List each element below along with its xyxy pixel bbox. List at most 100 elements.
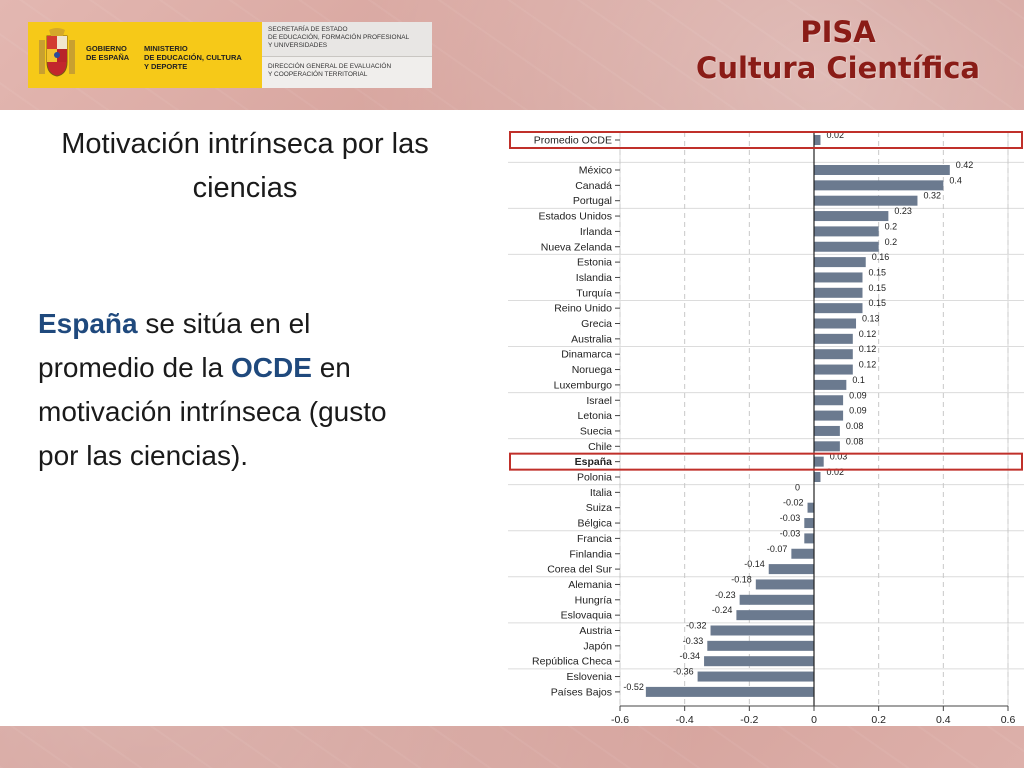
value-label: -0.07 [767, 544, 788, 554]
x-tick-label: -0.6 [611, 714, 629, 726]
category-label: Turquía [576, 287, 612, 299]
bar-10 [814, 303, 863, 314]
secretaria-panel: SECRETARÍA DE ESTADO DE EDUCACIÓN, FORMA… [262, 22, 432, 88]
pisa-title: PISA Cultura Científica [696, 14, 980, 86]
category-label: Finlandia [569, 548, 612, 560]
pisa-title-line1: PISA [800, 15, 876, 49]
category-label: Eslovenia [566, 671, 612, 683]
value-label: 0.08 [846, 421, 864, 431]
value-label: 0.15 [869, 267, 887, 277]
value-label: 0.02 [826, 130, 844, 140]
bar-33 [704, 656, 814, 667]
value-label: -0.03 [780, 528, 801, 538]
bar-13 [814, 349, 853, 360]
value-label: 0.42 [956, 160, 974, 170]
x-tick-label: -0.4 [676, 714, 694, 726]
slide-content: Motivación intrínseca por las ciencias E… [0, 110, 1024, 726]
ocde-emphasis: OCDE [231, 352, 312, 383]
bar-8 [814, 272, 863, 283]
bar-34 [697, 671, 814, 682]
value-label: 0.09 [849, 390, 867, 400]
value-label: 0.15 [869, 298, 887, 308]
category-label: Estados Unidos [538, 211, 612, 223]
x-tick-label: 0 [811, 714, 817, 726]
category-label: Polonia [577, 472, 612, 484]
value-label: 0.1 [852, 375, 865, 385]
bar-26 [791, 548, 814, 559]
bar-9 [814, 287, 863, 298]
value-label: -0.02 [783, 498, 804, 508]
value-label: 0.09 [849, 406, 867, 416]
espana-emphasis: España [38, 308, 138, 339]
ministerio-text: MINISTERIO DE EDUCACIÓN, CULTURA Y DEPOR… [144, 44, 242, 71]
bar-chart: Promedio OCDE México Canadá Portugal Estados… [508, 122, 1024, 726]
value-label: 0.23 [894, 206, 912, 216]
value-label: 0.2 [885, 237, 898, 247]
category-label: Italia [590, 487, 612, 499]
x-tick-label: -0.2 [740, 714, 758, 726]
category-label: República Checa [532, 656, 612, 668]
gobierno-text: GOBIERNO DE ESPAÑA [86, 44, 130, 62]
value-label: 0.32 [923, 191, 941, 201]
value-label: 0 [795, 482, 800, 492]
category-label: Letonia [578, 410, 613, 422]
bar-3 [814, 195, 918, 206]
bar-7 [814, 257, 866, 268]
bar-23 [807, 502, 814, 513]
category-label: Suiza [586, 502, 612, 514]
category-label: Islandia [576, 272, 612, 284]
coat-of-arms-icon [28, 22, 86, 88]
value-label: -0.23 [715, 590, 736, 600]
category-label: Reino Unido [554, 303, 612, 315]
category-label: Hungría [575, 594, 613, 606]
category-label: Japón [583, 640, 612, 652]
bar-31 [710, 625, 814, 636]
bar-0 [814, 135, 821, 145]
bar-4 [814, 211, 889, 222]
bar-14 [814, 364, 853, 375]
value-label: 0.4 [949, 175, 962, 185]
category-label: Canadá [575, 180, 612, 192]
value-label: -0.24 [712, 605, 733, 615]
category-label: Países Bajos [551, 686, 612, 698]
category-label: Corea del Sur [547, 564, 612, 576]
bar-5 [814, 226, 879, 237]
bar-24 [804, 518, 814, 529]
value-label: 0.2 [885, 221, 898, 231]
bar-27 [768, 564, 814, 575]
bar-12 [814, 333, 853, 344]
highlight-box [509, 131, 1023, 149]
category-label: Grecia [581, 318, 612, 330]
category-label: Noruega [572, 364, 612, 376]
bar-28 [755, 579, 814, 590]
value-label: 0.02 [826, 467, 844, 477]
category-label: Portugal [573, 195, 612, 207]
value-label: 0.13 [862, 314, 880, 324]
bar-21 [814, 472, 821, 482]
bar-19 [814, 441, 840, 452]
value-label: 0.15 [869, 283, 887, 293]
bar-20 [814, 456, 824, 467]
ministry-logo: GOBIERNO DE ESPAÑA MINISTERIO DE EDUCACI… [28, 22, 432, 88]
category-label: Chile [588, 441, 612, 453]
slide-heading: Motivación intrínseca por las ciencias [61, 128, 429, 204]
value-label: -0.34 [680, 651, 701, 661]
body-part1: se sitúa en el promedio de la [38, 308, 311, 383]
category-label: Alemania [568, 579, 612, 591]
bar-25 [804, 533, 814, 544]
bar-32 [707, 640, 814, 651]
highlight-box [509, 452, 1023, 471]
value-label: -0.52 [623, 682, 644, 692]
category-label: Dinamarca [561, 349, 612, 361]
category-label: España [575, 456, 613, 468]
category-label: Eslovaquia [561, 610, 613, 622]
bar-17 [814, 410, 844, 421]
x-tick-label: 0.6 [1001, 714, 1016, 726]
value-label: -0.36 [673, 667, 694, 677]
value-label: -0.14 [744, 559, 765, 569]
x-tick-label: 0.2 [871, 714, 886, 726]
value-label: 0.12 [859, 360, 877, 370]
secretaria-text: SECRETARÍA DE ESTADO DE EDUCACIÓN, FORMA… [268, 26, 410, 49]
pisa-title-line2: Cultura Científica [696, 51, 980, 85]
bar-6 [814, 241, 879, 252]
